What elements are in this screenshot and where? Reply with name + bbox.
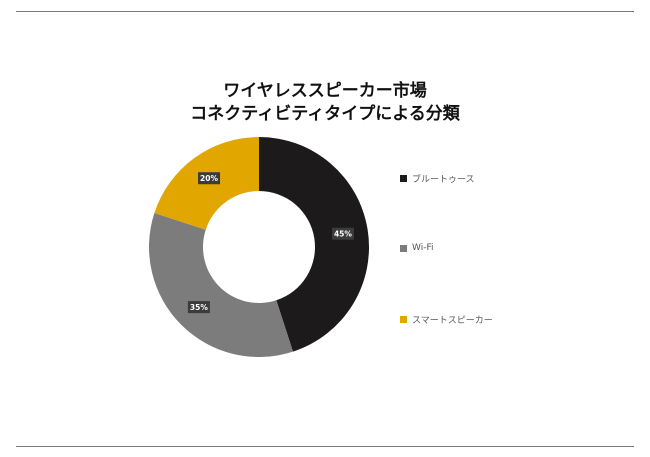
legend-item-smart-speaker: スマートスピーカー: [400, 312, 493, 326]
data-label-bluetooth: 45%: [331, 227, 354, 240]
data-label-text: 45%: [334, 230, 352, 239]
legend-label-smart-speaker: スマートスピーカー: [412, 315, 493, 326]
legend-label-bluetooth: ブルートゥース: [412, 174, 475, 185]
legend-swatch-bluetooth: [400, 174, 407, 182]
donut-slice-bluetooth: [259, 137, 369, 352]
donut-slice-wifi: [149, 213, 293, 357]
data-label-smart-speaker: 20%: [198, 172, 221, 185]
data-label-wifi: 35%: [187, 301, 210, 314]
data-label-text: 35%: [190, 303, 208, 312]
top-divider: [16, 11, 634, 12]
data-label-box: [331, 227, 354, 240]
donut-slices: [149, 137, 369, 357]
data-label-box: [198, 172, 221, 185]
data-labels: 45% 35% 20%: [187, 172, 354, 314]
legend-item-bluetooth: ブルートゥース: [400, 171, 475, 185]
legend-swatch-smart-speaker: [400, 315, 407, 323]
legend-item-wifi: Wi-Fi: [400, 241, 433, 255]
chart-title-line-1: ワイヤレススピーカー市場: [223, 81, 427, 101]
data-label-box: [187, 301, 210, 314]
data-label-text: 20%: [200, 174, 218, 183]
chart-title-line-2: コネクティビティタイプによる分類: [190, 104, 460, 124]
legend-label-wifi: Wi-Fi: [412, 243, 434, 253]
legend-swatch-wifi: [400, 244, 407, 252]
bottom-divider: [16, 446, 634, 447]
